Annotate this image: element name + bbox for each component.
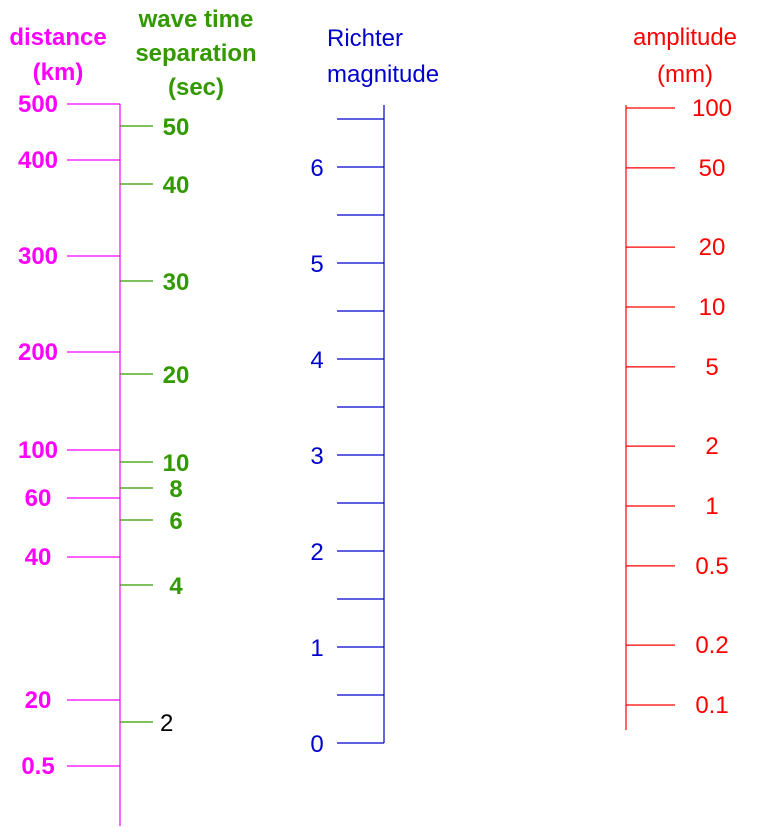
amplitude-tick-label: 0.5 — [695, 553, 728, 580]
distance-scale: 500 400 300 200 100 60 40 20 0.5 — [18, 91, 120, 780]
wave-scale-title: wave time separation (sec) — [135, 6, 256, 101]
distance-scale-title: distance (km) — [9, 24, 106, 86]
amplitude-scale-title: amplitude (mm) — [633, 24, 737, 88]
wave-tick-label: 6 — [169, 508, 182, 535]
distance-tick-label: 0.5 — [21, 753, 54, 780]
wave-title-line1: wave time — [138, 6, 254, 33]
richter-tick-label: 6 — [310, 155, 323, 182]
distance-title-line1: distance — [9, 24, 106, 51]
wave-tick-label: 40 — [163, 172, 190, 199]
amplitude-tick-label: 50 — [699, 155, 726, 182]
amplitude-tick-label: 10 — [699, 294, 726, 321]
richter-title-line2: magnitude — [327, 61, 439, 88]
distance-tick-label: 500 — [18, 91, 58, 118]
wave-tick-label: 50 — [163, 114, 190, 141]
richter-tick-label: 3 — [310, 443, 323, 470]
richter-title-line1: Richter — [327, 25, 403, 52]
richter-tick-label: 2 — [310, 539, 323, 566]
distance-tick-label: 200 — [18, 339, 58, 366]
amplitude-tick-label: 0.2 — [695, 632, 728, 659]
richter-scale-title: Richter magnitude — [327, 25, 439, 88]
richter-tick-label: 1 — [310, 635, 323, 662]
wave-tick-label: 10 — [163, 450, 190, 477]
amplitude-tick-label: 20 — [699, 234, 726, 261]
wave-tick-label: 20 — [163, 362, 190, 389]
richter-tick-label: 5 — [310, 251, 323, 278]
wave-tick-label: 8 — [169, 476, 182, 503]
distance-tick-label: 400 — [18, 147, 58, 174]
distance-tick-label: 100 — [18, 437, 58, 464]
amplitude-tick-label: 2 — [705, 433, 718, 460]
wave-title-line3: (sec) — [168, 74, 224, 101]
amplitude-tick-label: 100 — [692, 95, 732, 122]
amplitude-tick-label: 1 — [705, 493, 718, 520]
wave-time-scale: 50 40 30 20 108 6 4 2 — [120, 114, 189, 737]
distance-title-line2: (km) — [33, 59, 84, 86]
amplitude-scale: 100 50 20 10 5 2 1 0.5 0.2 0.1 — [626, 95, 732, 719]
distance-tick-label: 40 — [25, 544, 52, 571]
amplitude-title-line1: amplitude — [633, 24, 737, 51]
wave-tick-label: 30 — [163, 269, 190, 296]
distance-tick-label: 300 — [18, 243, 58, 270]
wave-tick-label: 2 — [160, 710, 173, 737]
amplitude-title-line2: (mm) — [657, 61, 713, 88]
distance-tick-label: 60 — [25, 485, 52, 512]
richter-scale: 6 5 4 3 2 1 0 — [310, 118, 384, 758]
distance-tick-label: 20 — [25, 687, 52, 714]
richter-tick-label: 4 — [310, 347, 323, 374]
wave-tick-label: 4 — [169, 573, 183, 600]
wave-title-line2: separation — [135, 40, 256, 67]
richter-tick-label: 0 — [310, 731, 323, 758]
amplitude-tick-label: 0.1 — [695, 692, 728, 719]
amplitude-tick-label: 5 — [705, 354, 718, 381]
